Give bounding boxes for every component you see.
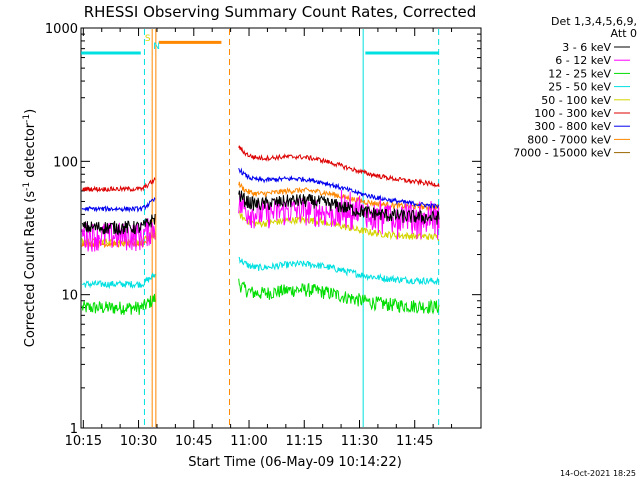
legend-entry-label: 800 - 7000 keV <box>527 133 611 146</box>
series-line <box>81 196 156 213</box>
series-line <box>238 190 440 240</box>
legend-entry-label: 100 - 300 keV <box>534 107 611 120</box>
x-tick-label: 11:15 <box>286 434 323 449</box>
legend-entry-label: 300 - 800 keV <box>534 120 611 133</box>
series-line <box>238 256 440 286</box>
legend-entry-label: 25 - 50 keV <box>548 81 611 94</box>
series-line <box>238 278 440 315</box>
series-line <box>238 167 440 209</box>
plot-area: 1 10 100 1000 10:15 10:30 10:45 11:00 11:15 11:30… <box>45 22 482 449</box>
flag-label: S <box>145 34 151 44</box>
footer-timestamp: 14-Oct-2021 18:25 <box>560 469 636 478</box>
legend-header: Det 1,3,4,5,6,9, <box>551 15 637 28</box>
series-line <box>81 293 156 315</box>
x-tick-label: 10:30 <box>120 434 157 449</box>
series-line <box>81 218 156 252</box>
legend-entry-label: 50 - 100 keV <box>541 94 611 107</box>
series-line <box>238 190 440 225</box>
plot-frame <box>80 27 482 429</box>
flag-label: N <box>153 42 160 52</box>
x-tick-label: 11:00 <box>230 434 267 449</box>
legend-entry-label: 7000 - 15000 keV <box>513 147 611 160</box>
series-line <box>238 145 440 188</box>
legend-entry-label: 6 - 12 keV <box>555 54 611 67</box>
x-tick-label: 10:45 <box>175 434 212 449</box>
y-tick-label: 10 <box>61 289 78 304</box>
y-tick-label: 100 <box>53 155 78 170</box>
legend-header: Att 0 <box>611 27 637 40</box>
y-axis-label: Corrected Count Rate (s-1 detector-1) <box>22 109 38 347</box>
series-line <box>81 272 156 290</box>
legend-entry-label: 12 - 25 keV <box>548 67 611 80</box>
x-axis-label: Start Time (06-May-09 10:14:22) <box>188 455 402 470</box>
legend-entry-label: 3 - 6 keV <box>562 41 611 54</box>
y-tick-label: 1 <box>70 422 78 437</box>
y-tick-label: 1000 <box>45 22 78 37</box>
x-tick-label: 11:45 <box>396 434 433 449</box>
chart-title: RHESSI Observing Summary Count Rates, Co… <box>84 3 477 21</box>
series-line <box>81 213 156 236</box>
series-line <box>238 209 440 241</box>
x-tick-label: 11:30 <box>341 434 378 449</box>
x-tick-label: 10:15 <box>65 434 102 449</box>
series-line <box>82 176 156 193</box>
